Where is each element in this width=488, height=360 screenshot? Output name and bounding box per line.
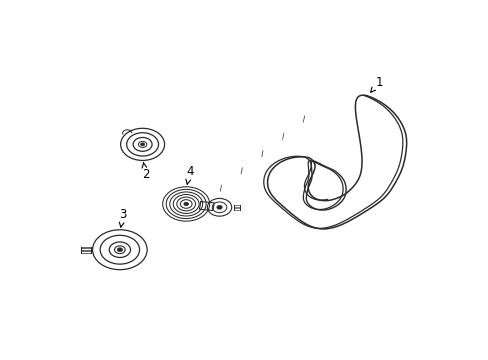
Text: 1: 1 <box>370 76 383 92</box>
Text: 3: 3 <box>119 208 126 227</box>
Circle shape <box>216 205 222 209</box>
Circle shape <box>117 248 122 252</box>
Circle shape <box>183 202 188 206</box>
Circle shape <box>140 143 144 146</box>
Text: 2: 2 <box>142 163 149 181</box>
Text: 4: 4 <box>185 165 193 184</box>
